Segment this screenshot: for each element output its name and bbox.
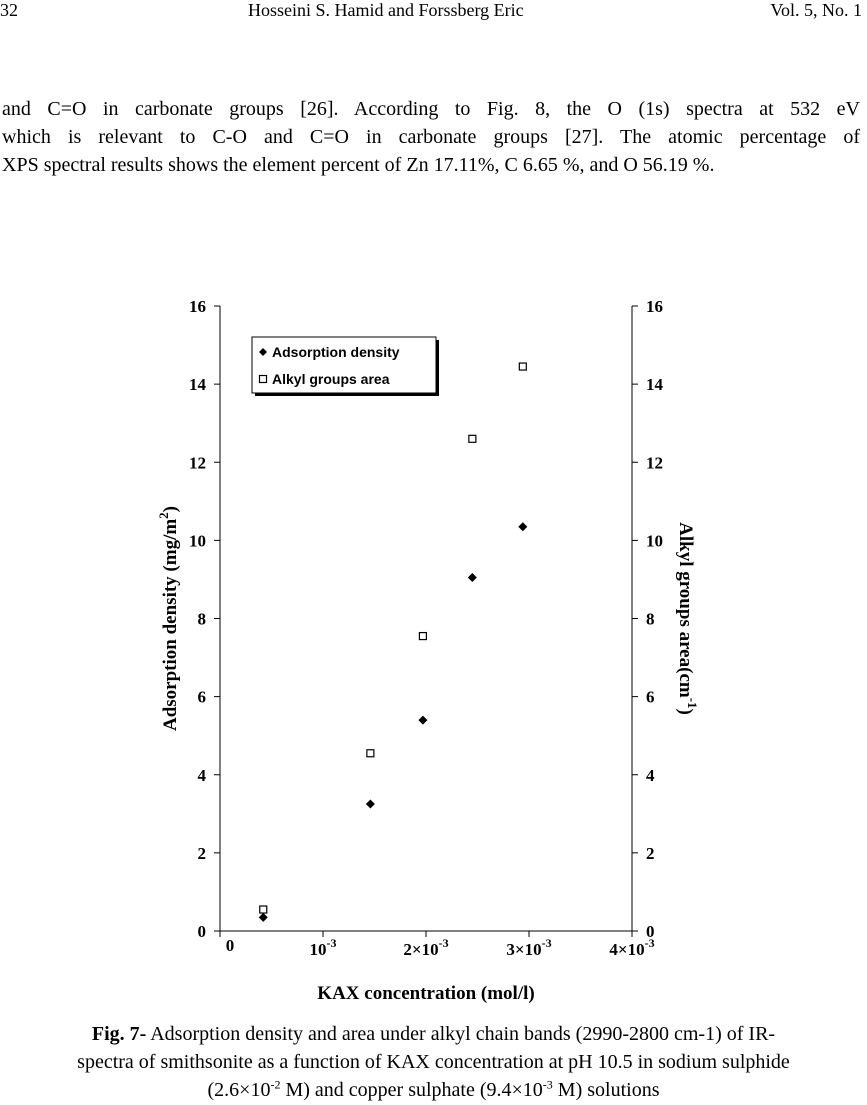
x-tick-label: 4×10-3 <box>609 936 654 959</box>
x-tick-label: 3×10-3 <box>506 936 551 959</box>
y-tick-label-left: 2 <box>198 844 207 863</box>
legend-entry: Adsorption density <box>272 344 400 360</box>
figure-caption: Fig. 7- Adsorption density and area unde… <box>0 1020 867 1104</box>
paragraph-line: which is relevant to C-O and C=O in carb… <box>2 126 860 148</box>
caption-text: spectra of smithsonite as a function of … <box>77 1051 790 1073</box>
adsorption-density-point <box>467 572 477 582</box>
y-tick-label-right: 6 <box>646 688 655 707</box>
y-tick-label-right: 4 <box>646 766 655 785</box>
x-tick-label: 2×10-3 <box>403 936 448 959</box>
volume-issue: Vol. 5, No. 1 <box>770 0 862 20</box>
adsorption-density-point <box>258 912 268 922</box>
x-tick-label: 10-3 <box>310 936 337 959</box>
alkyl-groups-area-point <box>518 362 527 371</box>
legend-entry: Alkyl groups area <box>272 371 390 387</box>
y-tick-label-left: 16 <box>189 297 206 316</box>
legend-box <box>251 336 437 394</box>
figure-7-chart: 0 0 2 2 4 4 6 6 8 8 10 10 12 12 14 14 16 16 0 10-3 2×10-3 3×1… <box>0 290 867 1010</box>
running-authors: Hosseini S. Hamid and Forssberg Eric <box>248 0 524 20</box>
y-tick-label-left: 10 <box>189 531 206 550</box>
y-tick-label-left: 8 <box>198 610 207 629</box>
adsorption-density-point <box>418 715 428 725</box>
body-paragraph: and C=O in carbonate groups [26]. Accord… <box>2 95 860 179</box>
caption-text: (2.6×10-2 M) and copper sulphate (9.4×10… <box>207 1077 660 1101</box>
legend-marker-square <box>258 374 268 384</box>
alkyl-groups-area-point <box>418 631 428 641</box>
y-tick-label-left: 14 <box>189 375 207 394</box>
x-axis-label: KAX concentration (mol/l) <box>317 983 534 1004</box>
x-tick-label: 0 <box>226 936 235 955</box>
legend-marker-diamond <box>259 348 267 356</box>
y-tick-label-right: 14 <box>646 375 664 394</box>
adsorption-density-point <box>518 522 528 532</box>
paragraph-line: XPS spectral results shows the element p… <box>2 154 715 176</box>
y-tick-label-right: 2 <box>646 844 655 863</box>
y-tick-label-right: 10 <box>646 531 663 550</box>
caption-text: Adsorption density and area under alkyl … <box>146 1023 776 1045</box>
caption-label: Fig. 7- <box>91 1023 147 1045</box>
alkyl-groups-area-point <box>366 749 375 758</box>
y-tick-label-right: 0 <box>646 922 655 941</box>
y-tick-label-right: 16 <box>646 297 663 316</box>
y-tick-label-left: 12 <box>189 453 206 472</box>
y-tick-label-left: 4 <box>198 766 207 785</box>
alkyl-groups-area-point <box>259 905 268 914</box>
adsorption-density-point <box>365 799 375 809</box>
page-number: 32 <box>0 0 18 20</box>
running-header: 32 Hosseini S. Hamid and Forssberg Eric … <box>0 0 867 26</box>
y-tick-label-left: 0 <box>198 922 207 941</box>
y-tick-label-right: 8 <box>646 610 655 629</box>
alkyl-groups-area-point <box>468 434 477 443</box>
y-tick-label-left: 6 <box>198 688 207 707</box>
paragraph-line: and C=O in carbonate groups [26]. Accord… <box>2 98 860 120</box>
y-tick-label-right: 12 <box>646 453 663 472</box>
y-axis-label-right: Alkyl groups area(cm-1) <box>675 522 700 715</box>
y-axis-label-left: Adsorption density (mg/m2) <box>156 506 181 731</box>
